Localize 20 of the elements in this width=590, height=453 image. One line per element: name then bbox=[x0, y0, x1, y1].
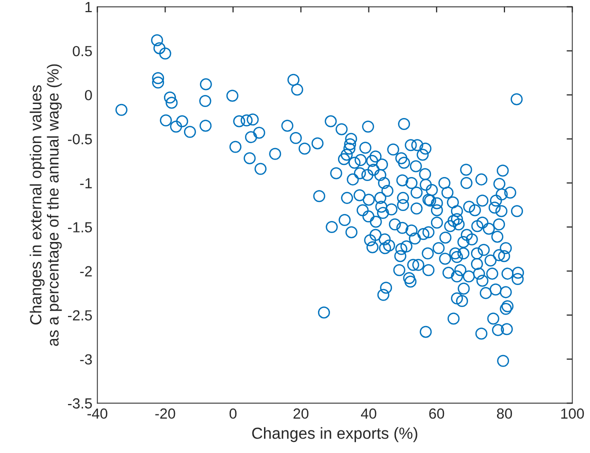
y-tick-label: -1 bbox=[80, 178, 92, 188]
y-tick-label: -0.5 bbox=[68, 134, 92, 144]
y-tick-label: 0 bbox=[84, 90, 92, 100]
x-tick-label: -20 bbox=[155, 408, 176, 419]
x-tick-label: 0 bbox=[230, 408, 237, 419]
x-tick-label: 100 bbox=[561, 408, 584, 419]
x-tick-label: 60 bbox=[429, 408, 444, 419]
y-tick-label: -3 bbox=[80, 354, 92, 365]
y-tick-label: -2 bbox=[80, 266, 92, 276]
y-axis-title: Changes in external option values as a percentage of the annual wage (%) bbox=[30, 64, 62, 346]
y-tick-label: -3.5 bbox=[68, 398, 92, 409]
y-tick-label: -2.5 bbox=[68, 310, 92, 321]
y-tick-label: 0.5 bbox=[72, 46, 92, 56]
x-tick-label: 80 bbox=[496, 408, 512, 419]
x-axis-title: Changes in exports (%) bbox=[252, 427, 418, 442]
x-tick-label: 40 bbox=[360, 408, 376, 419]
x-tick-label: 20 bbox=[294, 408, 308, 419]
y-tick-label: -1.5 bbox=[68, 222, 92, 232]
y-tick-label: 1 bbox=[85, 2, 92, 12]
x-tick-label: -40 bbox=[87, 408, 108, 419]
